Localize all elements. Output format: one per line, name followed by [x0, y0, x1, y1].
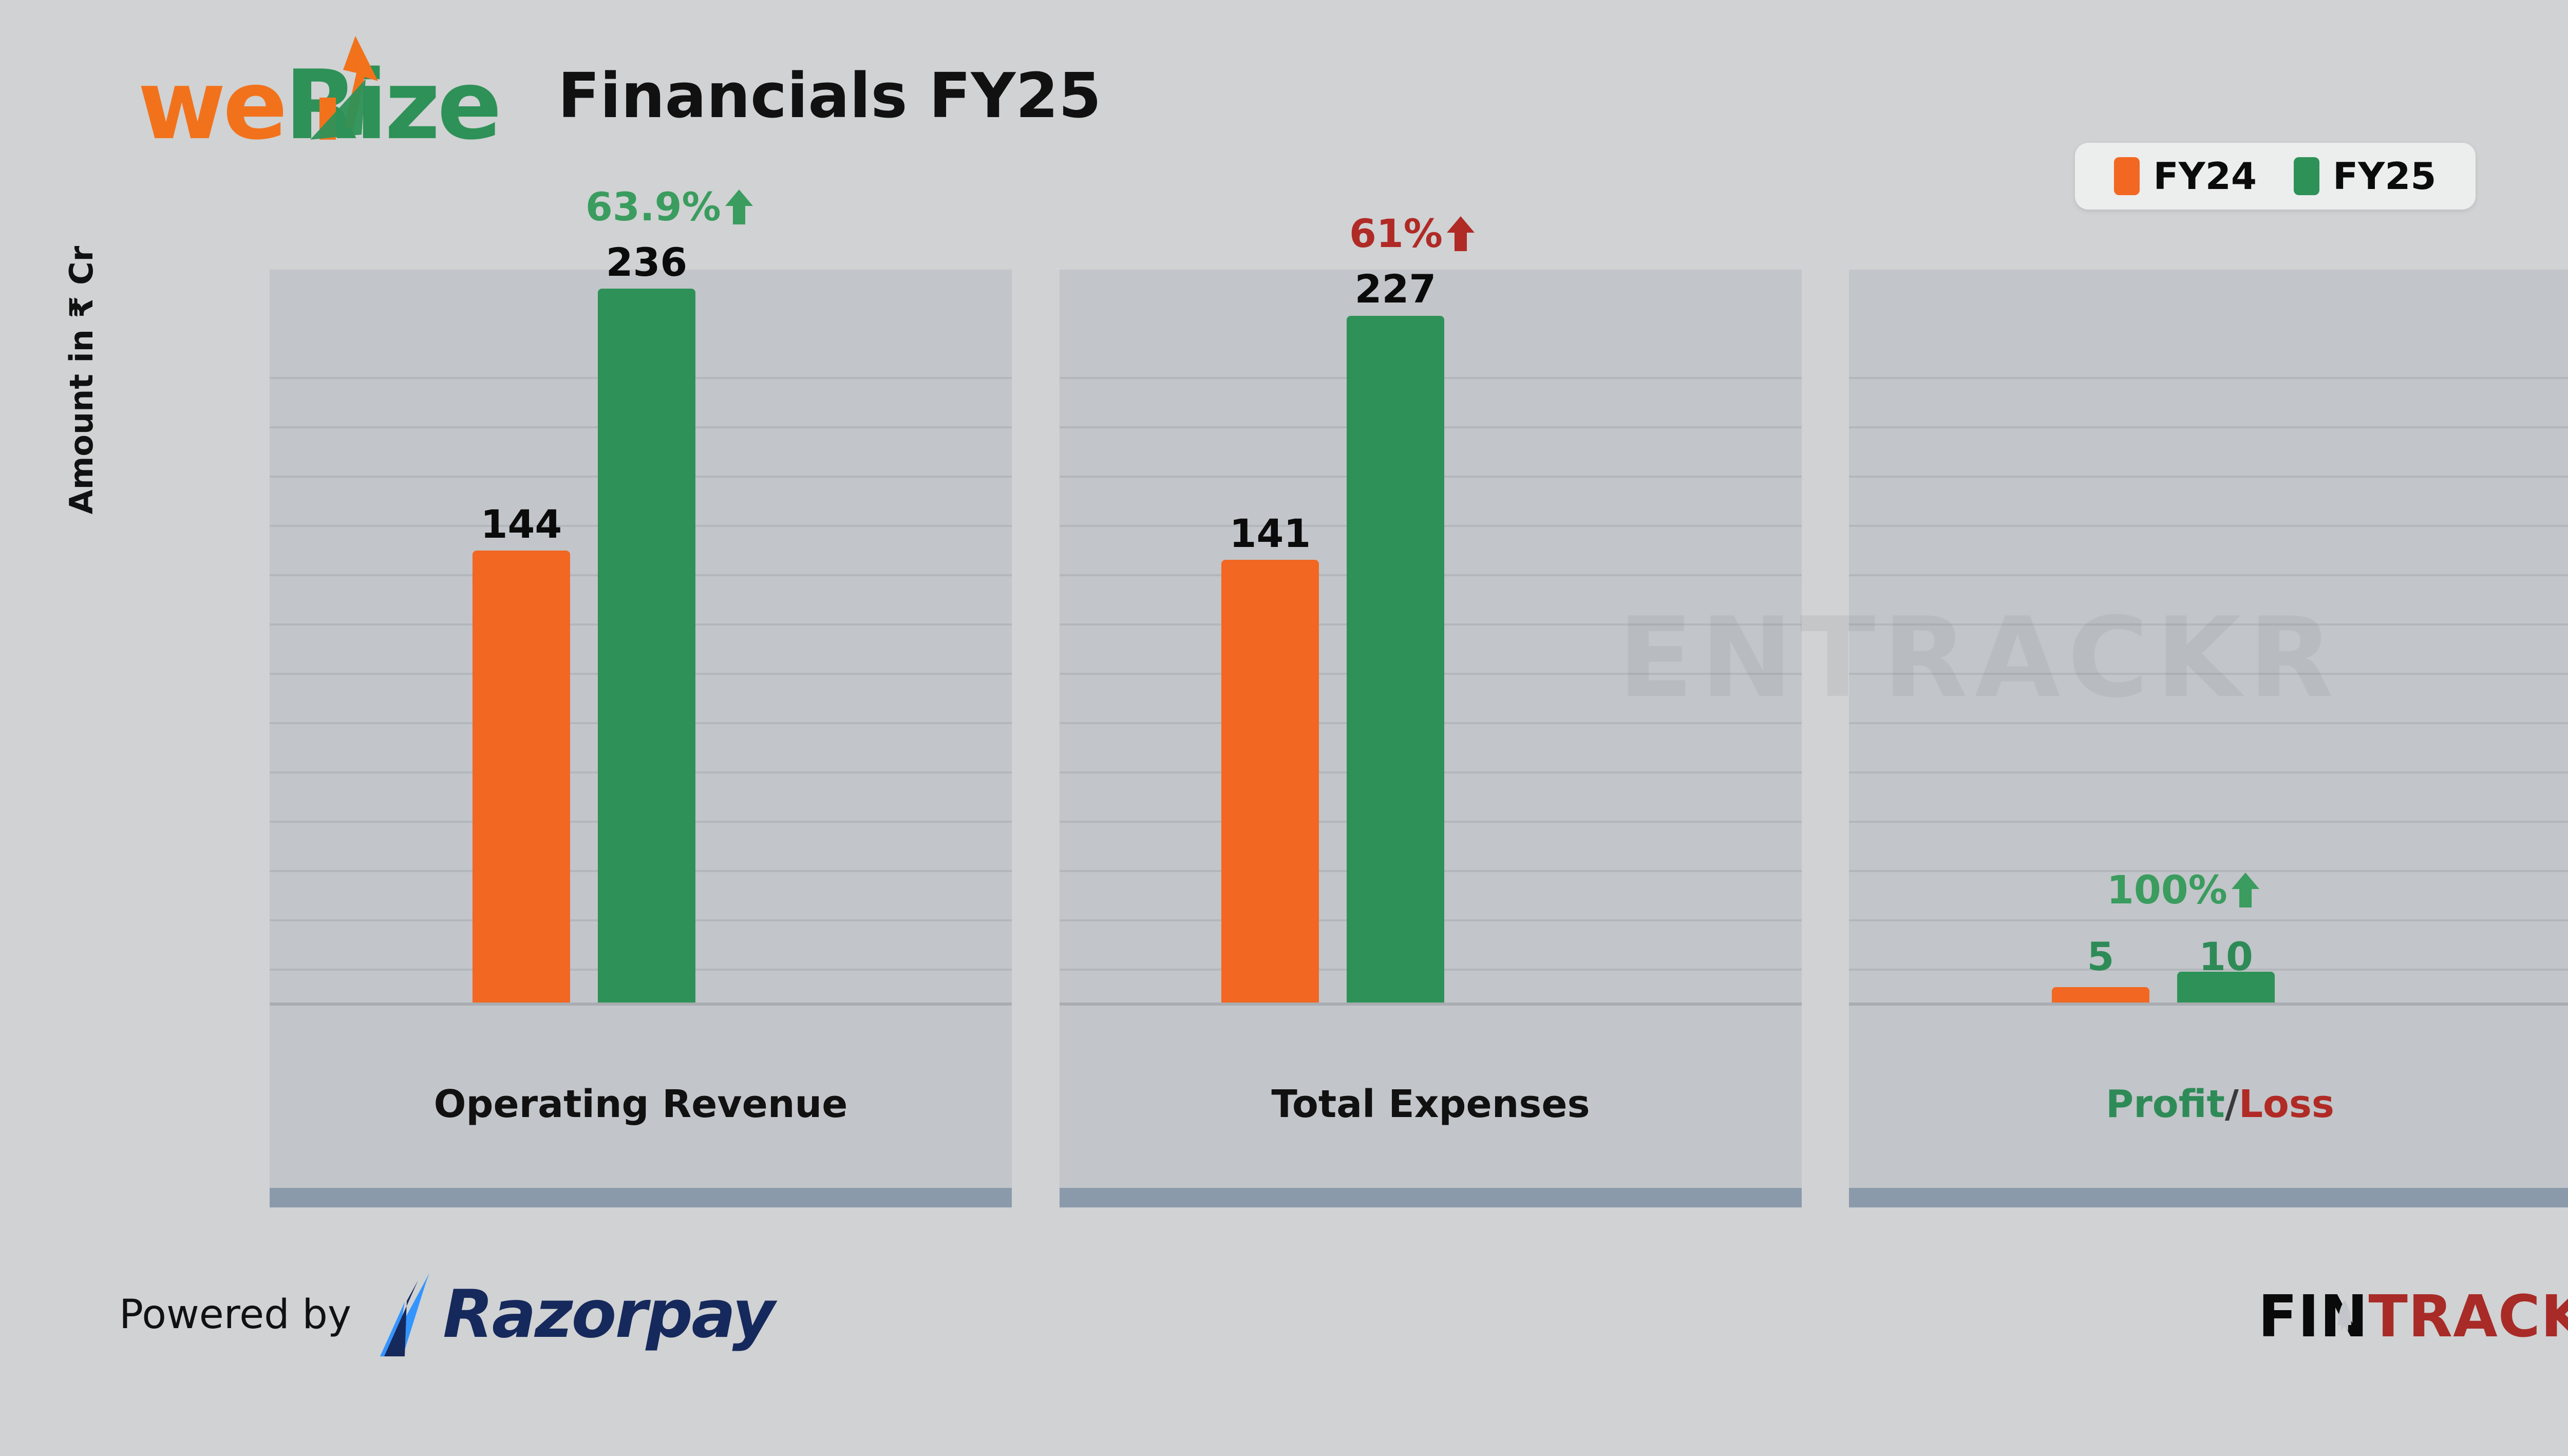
bar-value-fy24-operating-revenue: 144 — [480, 501, 562, 547]
arrow-up-icon — [725, 190, 753, 224]
panel-underline-total-expenses — [1060, 1188, 1802, 1207]
razorpay-slash-icon — [380, 1273, 430, 1356]
panel-profit-loss: 5 10 100% Profit/Loss — [1849, 270, 2568, 1188]
bar-value-fy25-total-expenses: 227 — [1354, 266, 1437, 312]
category-label-separator: / — [2224, 1082, 2239, 1126]
arrow-up-icon — [1446, 216, 1475, 251]
chart-legend: FY24 FY25 — [2075, 143, 2476, 210]
legend-swatch-fy24 — [2114, 157, 2140, 195]
growth-value-total-expenses: 61% — [1349, 211, 1443, 256]
category-label-total-expenses: Total Expenses — [1271, 1082, 1590, 1126]
y-axis-label: Amount in ₹ Cr — [63, 245, 100, 515]
page-title: Financials FY25 — [558, 61, 1102, 132]
panel-total-expenses: 141 227 61% Total Expenses — [1060, 214, 1802, 1188]
category-label-profit: Profit — [2106, 1082, 2225, 1126]
bar-value-fy25-operating-revenue: 236 — [606, 239, 688, 285]
growth-badge-total-expenses: 61% — [1349, 214, 1476, 253]
panel-underline-profit-loss — [1849, 1188, 2568, 1207]
legend-item-fy25[interactable]: FY25 — [2294, 157, 2437, 195]
bar-fy24-operating-revenue[interactable] — [473, 551, 570, 1003]
arrow-up-icon — [2231, 873, 2259, 907]
bar-value-fy24-profit-loss: 5 — [2087, 934, 2114, 979]
powered-by-block: Powered by Razorpay — [119, 1271, 775, 1358]
growth-badge-profit-loss: 100% — [2107, 871, 2260, 910]
legend-swatch-fy25 — [2294, 157, 2319, 195]
legend-label-fy24: FY24 — [2153, 155, 2257, 198]
werize-logo: weRize — [138, 36, 579, 154]
razorpay-logo: Razorpay — [369, 1271, 775, 1358]
fintrackr-trackr: TRACKR — [2368, 1283, 2568, 1350]
bar-value-fy24-total-expenses: 141 — [1229, 510, 1311, 556]
category-label-profit-loss: Profit/Loss — [1849, 1085, 2568, 1123]
legend-label-fy25: FY25 — [2333, 155, 2437, 198]
fintrackr-logo: FINTRACKR — [2258, 1288, 2568, 1346]
panel-underline-operating-revenue — [270, 1188, 1012, 1207]
bar-fy25-profit-loss[interactable] — [2177, 972, 2275, 1003]
werize-logo-we: we — [138, 49, 288, 161]
bar-fy25-operating-revenue[interactable] — [598, 289, 695, 1003]
bar-fy25-total-expenses[interactable] — [1347, 316, 1444, 1003]
category-label-operating-revenue: Operating Revenue — [433, 1082, 848, 1126]
footer: Powered by Razorpay FINTRACKR — [0, 1233, 2568, 1456]
category-label-loss: Loss — [2238, 1082, 2334, 1126]
up-arrow-icon — [310, 36, 378, 140]
powered-by-label: Powered by — [119, 1292, 352, 1338]
growth-badge-operating-revenue: 63.9% — [586, 187, 754, 226]
header: weRize Financials FY25 FY24 FY25 — [0, 0, 2568, 267]
legend-item-fy24[interactable]: FY24 — [2114, 157, 2257, 195]
bar-value-fy25-profit-loss: 10 — [2199, 934, 2253, 979]
bar-fy24-total-expenses[interactable] — [1221, 560, 1319, 1003]
panel-operating-revenue: 144 236 63.9% Operating Revenue — [270, 187, 1012, 1188]
bar-fy24-profit-loss[interactable] — [2052, 987, 2149, 1003]
rocket-icon — [2337, 1300, 2351, 1331]
razorpay-wordmark: Razorpay — [443, 1276, 775, 1353]
growth-value-operating-revenue: 63.9% — [586, 184, 721, 230]
growth-value-profit-loss: 100% — [2107, 867, 2227, 913]
brand-block: weRize Financials FY25 — [138, 36, 1101, 154]
